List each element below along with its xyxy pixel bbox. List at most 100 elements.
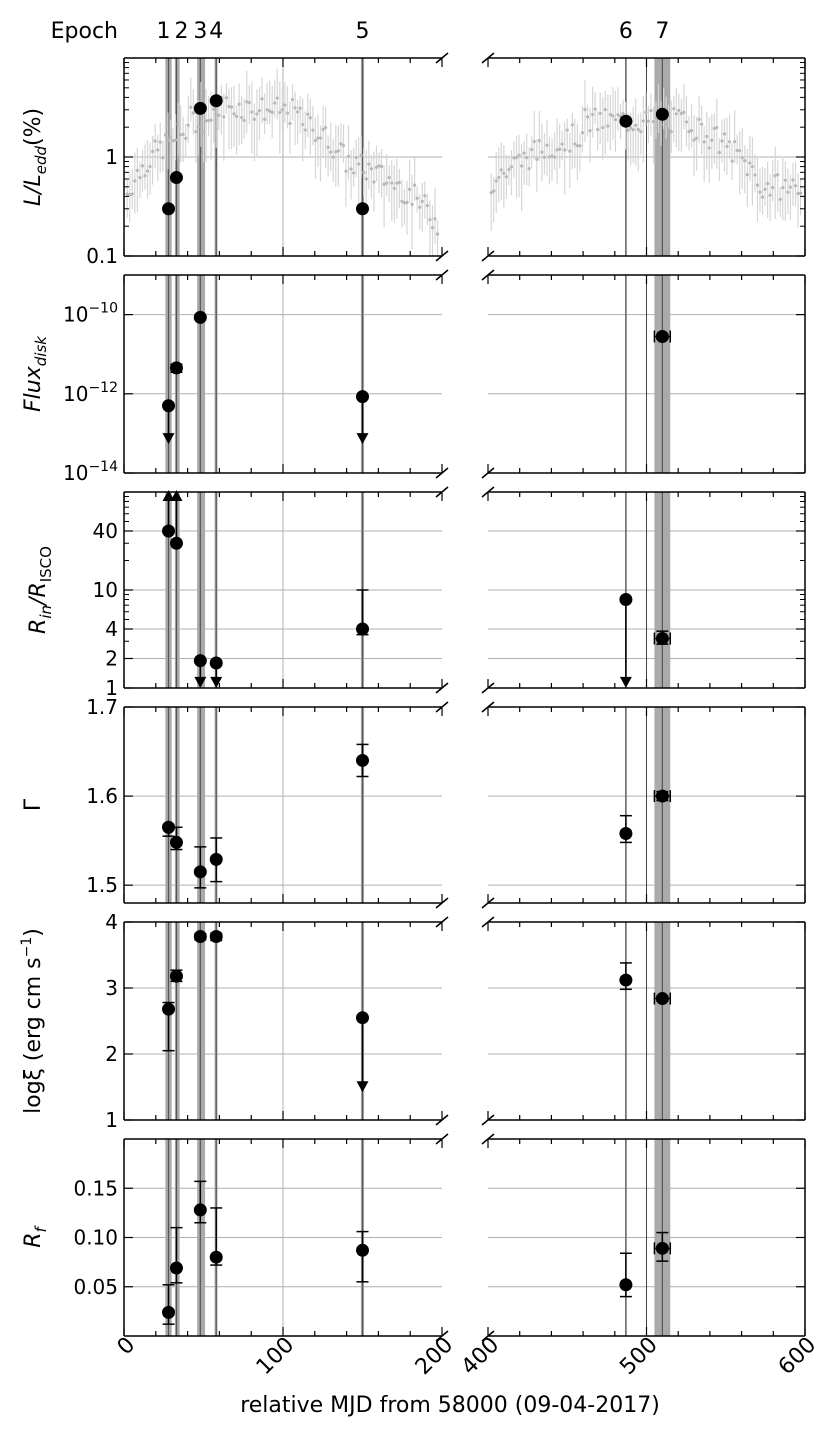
data-point-group — [162, 1001, 176, 1052]
lightcurve-point — [268, 109, 272, 113]
data-point — [162, 202, 176, 216]
limit-arrow-head — [356, 433, 369, 445]
lightcurve-point — [710, 138, 714, 142]
lightcurve-point — [257, 109, 262, 113]
lightcurve-point — [125, 192, 129, 196]
panel-frame — [481, 916, 806, 1126]
lightcurve-point — [555, 148, 559, 152]
lightcurve-point — [331, 155, 335, 159]
lightcurve-point — [585, 115, 590, 119]
lightcurve-point — [573, 142, 577, 146]
data-point-group — [653, 1231, 672, 1262]
data-point-group — [162, 820, 176, 837]
data-point — [356, 1011, 369, 1025]
lightcurve-point — [781, 185, 785, 190]
panel-frame — [123, 1133, 449, 1342]
y-tick-label: 1.7 — [86, 695, 118, 719]
data-point — [619, 827, 633, 841]
data-point-group — [209, 656, 223, 688]
data-point — [655, 1241, 669, 1255]
y-tick-label: 3 — [105, 976, 118, 1000]
data-point — [655, 329, 669, 343]
lightcurve-point — [428, 218, 432, 222]
lightcurve-point — [651, 120, 656, 124]
lightcurve-point — [186, 123, 190, 127]
lightcurve-point — [580, 131, 585, 135]
epoch-band — [197, 58, 206, 256]
lightcurve-point — [400, 199, 404, 203]
lightcurve-point — [311, 128, 315, 132]
lightcurve-point — [522, 151, 526, 155]
lightcurve-point — [413, 183, 417, 187]
lightcurve-point — [357, 162, 361, 166]
lightcurve-point — [209, 118, 213, 122]
data-point-group — [193, 930, 207, 944]
data-point — [655, 107, 669, 121]
data-point-group — [619, 814, 633, 844]
lightcurve-point — [783, 178, 787, 182]
lightcurve-point — [700, 122, 704, 126]
lightcurve-point — [563, 148, 567, 152]
data-point-group — [169, 969, 183, 983]
y-tick-label: 0.10 — [73, 1226, 118, 1250]
lightcurve-point — [191, 111, 195, 115]
lightcurve-point — [611, 114, 615, 118]
data-point — [162, 1002, 176, 1016]
data-point — [169, 171, 183, 185]
data-point — [655, 789, 669, 803]
background-lightcurve — [125, 69, 803, 256]
y-tick-label: 1 — [105, 676, 118, 700]
lightcurve-point — [608, 112, 612, 117]
data-point — [169, 835, 183, 849]
y-axis-title: Rin/RISCO — [26, 546, 55, 634]
epoch-label-4: 4 — [209, 19, 223, 44]
lightcurve-point — [255, 112, 259, 116]
lightcurve-point — [771, 185, 775, 190]
lightcurve-point — [593, 107, 597, 111]
lightcurve-point — [349, 167, 353, 171]
lightcurve-point — [288, 121, 292, 126]
lightcurve-point — [392, 186, 396, 191]
lightcurve-point — [702, 140, 706, 144]
lightcurve-point — [748, 161, 752, 165]
lightcurve-point — [341, 143, 346, 148]
y-tick-label: 1 — [105, 1108, 118, 1132]
y-tick-label: 1 — [105, 145, 118, 169]
lightcurve-point — [798, 191, 803, 195]
lightcurve-point — [303, 128, 307, 132]
lightcurve-point — [151, 149, 155, 154]
data-point-group — [209, 94, 223, 108]
lightcurve-point — [793, 184, 798, 188]
data-point-group — [193, 101, 207, 115]
data-point-group — [653, 329, 672, 343]
lightcurve-point — [204, 119, 208, 123]
panel-frame — [123, 701, 449, 909]
epoch-band — [174, 492, 180, 688]
lightcurve-point — [407, 187, 412, 192]
lightcurve-point — [321, 127, 325, 132]
lightcurve-point — [163, 133, 167, 137]
lightcurve-point — [606, 124, 610, 128]
lightcurve-point — [278, 110, 282, 115]
lightcurve-point — [194, 130, 198, 134]
lightcurve-point — [245, 100, 249, 104]
lightcurve-point — [494, 179, 498, 183]
y-tick-label: 10 — [93, 578, 118, 602]
data-point — [162, 524, 176, 538]
panel-frame — [123, 486, 449, 694]
lightcurve-point — [773, 174, 777, 178]
lightcurve-point — [280, 108, 284, 112]
lightcurve-point — [679, 111, 683, 116]
lightcurve-point — [430, 226, 435, 230]
lightcurve-point — [649, 109, 653, 113]
lightcurve-point — [242, 118, 246, 123]
lightcurve-point — [410, 202, 414, 206]
lightcurve-point — [575, 144, 579, 148]
x-tick-label: 500 — [615, 1333, 662, 1380]
panel-frame — [481, 701, 806, 909]
data-point-group — [619, 592, 633, 688]
limit-arrow-head — [162, 433, 175, 445]
lightcurve-point — [552, 155, 557, 159]
lightcurve-point — [733, 140, 737, 144]
lightcurve-point — [565, 128, 569, 132]
